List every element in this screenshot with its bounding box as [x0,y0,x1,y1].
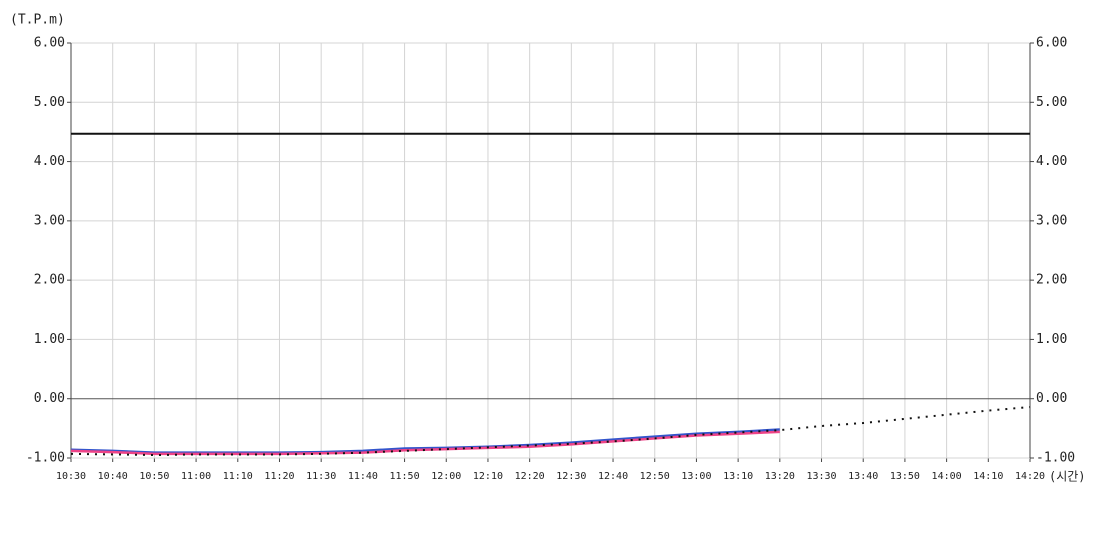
x-axis-label: (시간) [1049,470,1086,484]
x-tick-label: 13:00 [681,471,711,482]
x-tick-label: 10:30 [56,471,86,482]
x-tick-label: 12:10 [473,471,503,482]
x-tick-label: 13:30 [806,471,836,482]
x-tick-label: 11:40 [348,471,378,482]
y2-tick-label: 0.00 [1036,391,1067,406]
x-tick-label: 11:10 [223,471,253,482]
x-tick-label: 12:50 [640,471,670,482]
x-tick-label: 12:20 [515,471,545,482]
y-tick-label: 2.00 [34,273,65,288]
x-tick-label: 12:40 [598,471,628,482]
x-tick-label: 13:40 [848,471,878,482]
x-tick-label: 11:50 [390,471,420,482]
series-line [70,430,780,456]
y-tick-label: 5.00 [34,95,65,110]
x-tick-label: 11:00 [181,471,211,482]
x-tick-label: 10:50 [139,471,169,482]
y-axis-label: (T.P.m) [10,13,65,28]
x-tick-label: 11:20 [264,471,294,482]
y-tick-label: -1.00 [26,451,65,466]
x-tick-label: 11:30 [306,471,336,482]
y2-tick-label: 6.00 [1036,36,1067,51]
y2-tick-label: -1.00 [1036,451,1075,466]
x-tick-label: 14:20 [1015,471,1045,482]
y2-tick-label: 1.00 [1036,332,1067,347]
x-tick-label: 13:50 [890,471,920,482]
y-tick-label: 3.00 [34,213,65,228]
x-tick-label: 10:40 [98,471,128,482]
x-tick-label: 12:30 [556,471,586,482]
x-tick-label: 14:10 [973,471,1003,482]
series-line [70,406,1031,457]
y-tick-label: 1.00 [34,332,65,347]
y-tick-label: 0.00 [34,391,65,406]
x-tick-label: 14:00 [932,471,962,482]
y2-tick-label: 5.00 [1036,95,1067,110]
x-tick-label: 13:10 [723,471,753,482]
y2-tick-label: 4.00 [1036,154,1067,169]
y-tick-label: 4.00 [34,154,65,169]
x-tick-label: 13:20 [765,471,795,482]
y2-tick-label: 3.00 [1036,213,1067,228]
y2-tick-label: 2.00 [1036,273,1067,288]
x-tick-label: 12:00 [431,471,461,482]
y-tick-label: 6.00 [34,36,65,51]
